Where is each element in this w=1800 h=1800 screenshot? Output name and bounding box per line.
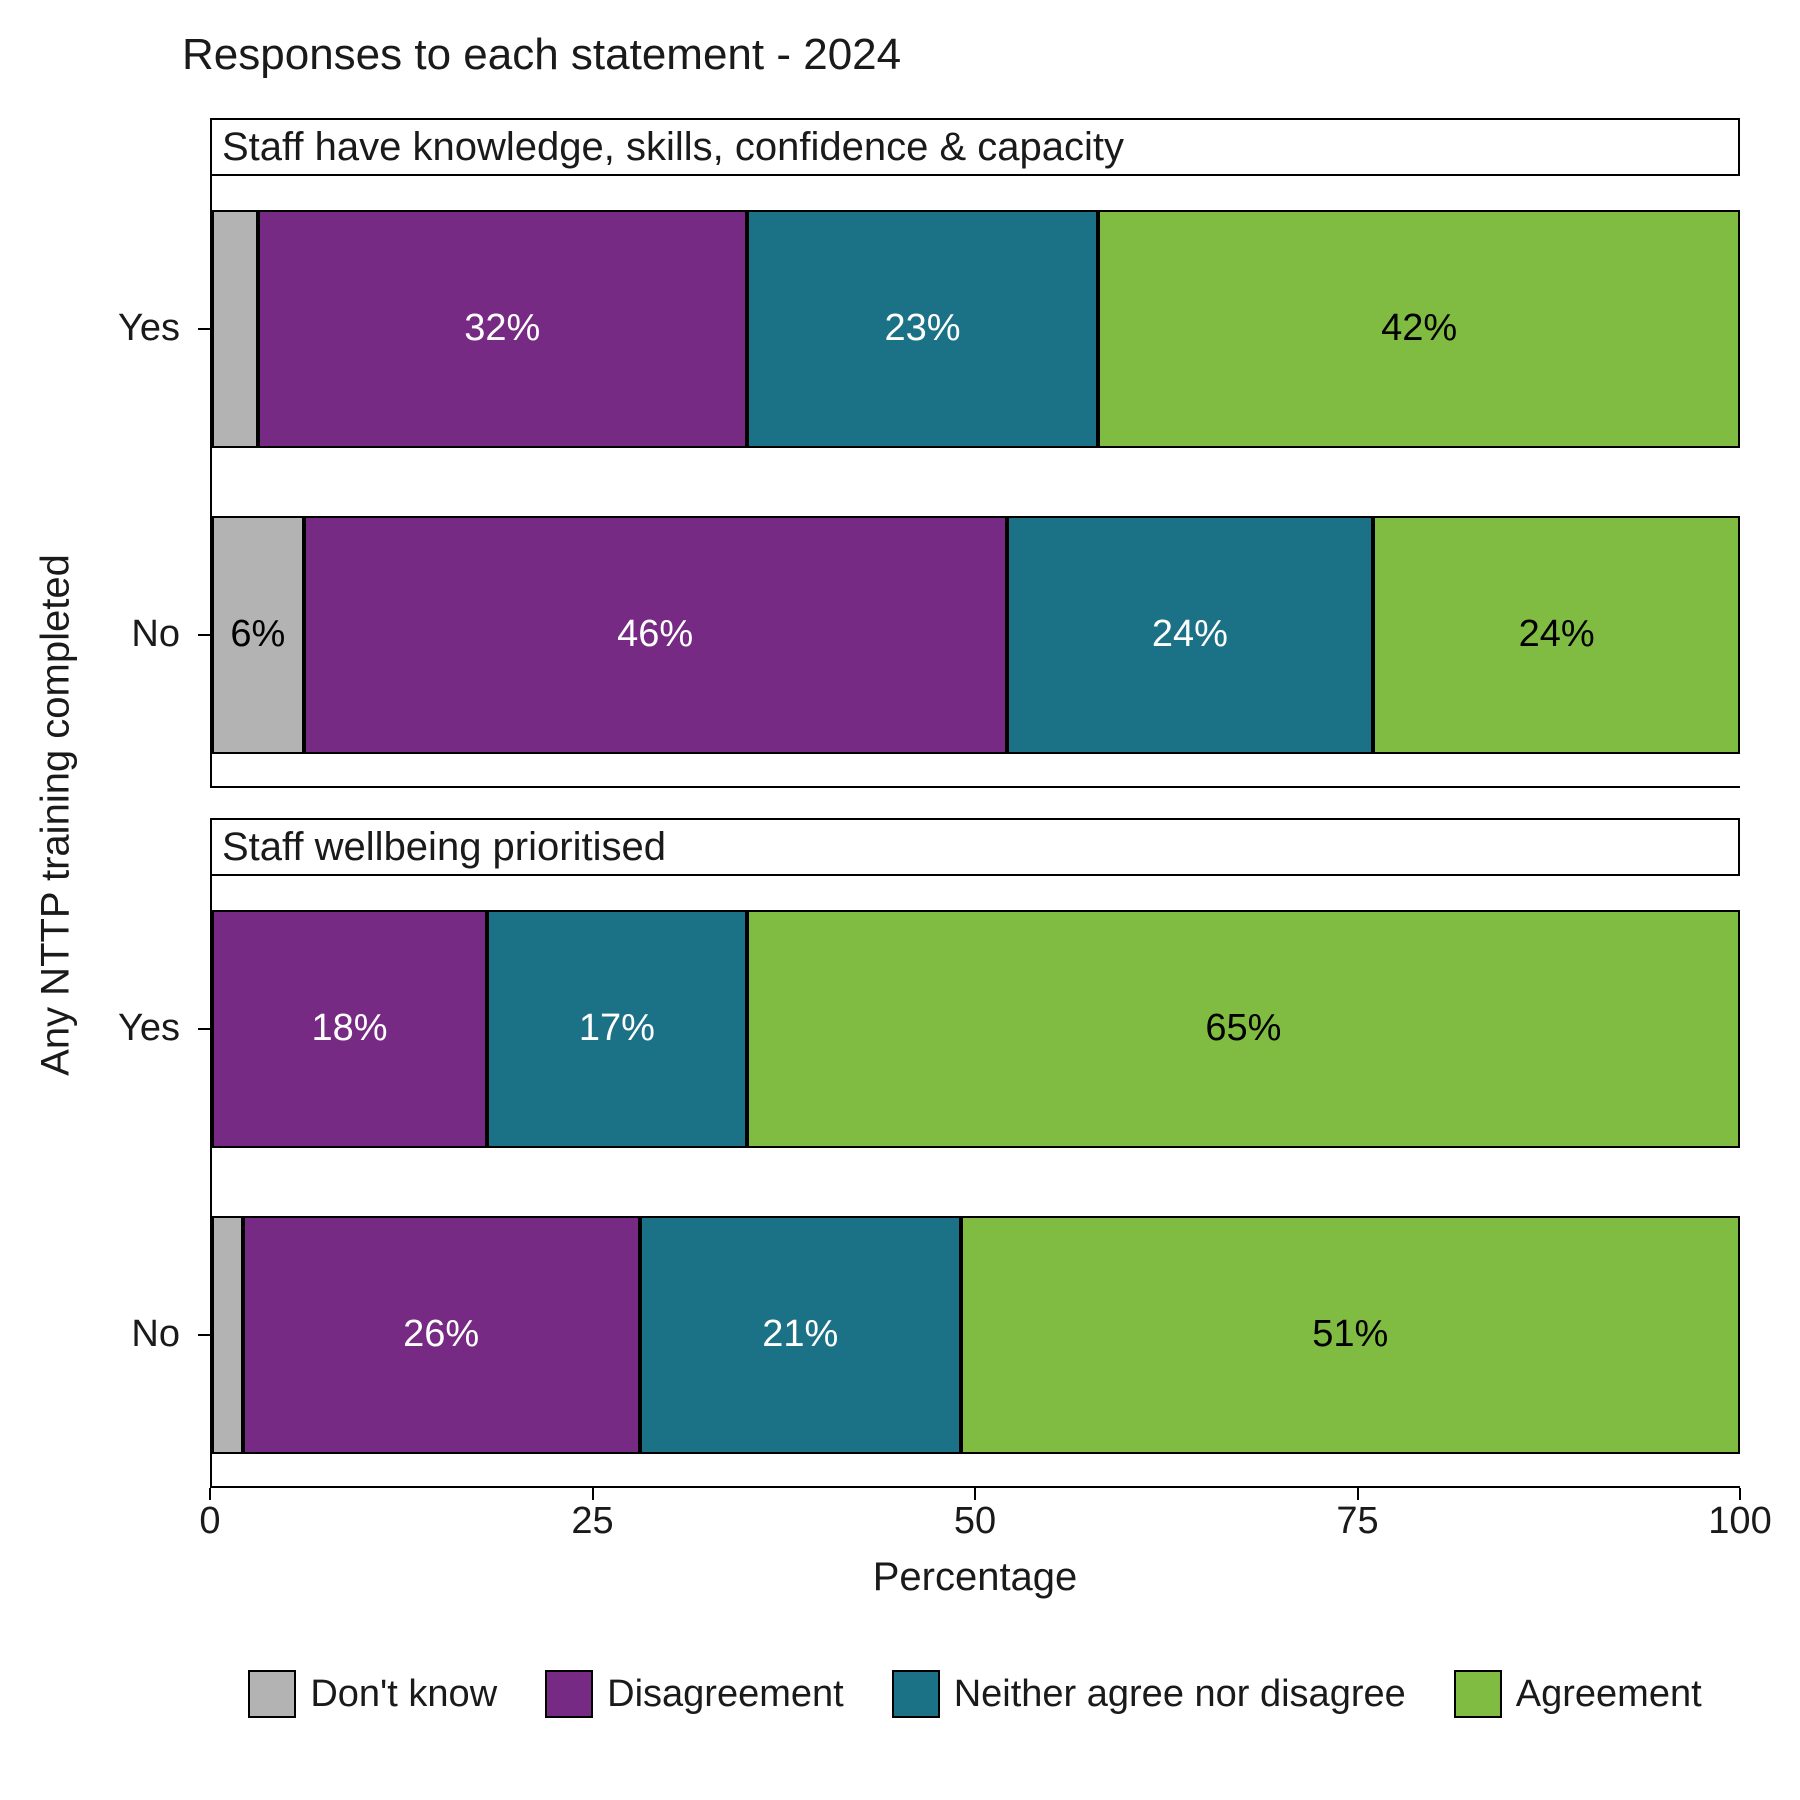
legend-label: Neither agree nor disagree [954, 1673, 1406, 1716]
y-tick-label: No [0, 1313, 180, 1356]
bar-segment-agreement: 65% [747, 910, 1740, 1149]
x-tick-mark [1739, 1488, 1741, 1500]
y-tick-label: Yes [0, 307, 180, 350]
y-tick-label: Yes [0, 1007, 180, 1050]
bar-segment-label: 24% [1519, 613, 1595, 656]
bar-segment-label: 6% [230, 613, 285, 656]
y-tick-label: No [0, 613, 180, 656]
facet-strip: Staff wellbeing prioritised [210, 818, 1740, 876]
legend-swatch [248, 1670, 296, 1718]
legend-item-dont_know: Don't know [248, 1670, 497, 1718]
bar-row: 26% 21% 51% [212, 1216, 1740, 1455]
x-tick-label: 75 [1318, 1500, 1398, 1543]
bar-segment-label: 17% [579, 1007, 655, 1050]
legend-swatch [892, 1670, 940, 1718]
facet-label: Staff have knowledge, skills, confidence… [222, 125, 1124, 170]
facet-label: Staff wellbeing prioritised [222, 825, 666, 870]
x-tick-mark [1357, 1488, 1359, 1500]
chart-title: Responses to each statement - 2024 [182, 30, 901, 80]
bar-segment-label: 51% [1312, 1313, 1388, 1356]
x-tick-mark [209, 1488, 211, 1500]
y-tick-mark [198, 1334, 210, 1336]
bar-segment-neither: 23% [747, 210, 1098, 449]
bar-segment-label: 21% [762, 1313, 838, 1356]
bar-segment-disagreement: 18% [212, 910, 487, 1149]
bar-segment-disagreement: 26% [243, 1216, 640, 1455]
bar-row: 6% 46% 24% 24% [212, 516, 1740, 755]
legend-label: Agreement [1516, 1673, 1702, 1716]
bar-segment-label: 65% [1205, 1007, 1281, 1050]
legend-item-agreement: Agreement [1454, 1670, 1702, 1718]
plot-panel: 18% 17% 65% 26% 21% 51% [210, 876, 1740, 1488]
bar-row: 32% 23% 42% [212, 210, 1740, 449]
y-tick-mark [198, 1028, 210, 1030]
x-tick-mark [974, 1488, 976, 1500]
legend-label: Don't know [310, 1673, 497, 1716]
bar-segment-label: 32% [464, 307, 540, 350]
bar-row: 18% 17% 65% [212, 910, 1740, 1149]
legend-swatch [545, 1670, 593, 1718]
legend-item-neither: Neither agree nor disagree [892, 1670, 1406, 1718]
bar-segment-label: 42% [1381, 307, 1457, 350]
bar-segment-label: 18% [311, 1007, 387, 1050]
bar-segment-label: 24% [1152, 613, 1228, 656]
x-axis-title: Percentage [210, 1555, 1740, 1600]
bar-segment-agreement: 51% [961, 1216, 1740, 1455]
bar-segment-dont_know [212, 1216, 243, 1455]
bar-segment-neither: 17% [487, 910, 747, 1149]
y-tick-mark [198, 634, 210, 636]
bar-segment-agreement: 42% [1098, 210, 1740, 449]
legend-swatch [1454, 1670, 1502, 1718]
bar-segment-neither: 24% [1007, 516, 1374, 755]
legend: Don't know Disagreement Neither agree nor … [210, 1670, 1740, 1718]
bar-segment-dont_know: 6% [212, 516, 304, 755]
x-tick-label: 0 [170, 1500, 250, 1543]
bar-segment-label: 26% [403, 1313, 479, 1356]
bar-segment-label: 23% [884, 307, 960, 350]
bar-segment-label: 46% [617, 613, 693, 656]
plot-panel: 32% 23% 42% 6% 46% 24% 24% [210, 176, 1740, 788]
x-tick-mark [592, 1488, 594, 1500]
legend-item-disagreement: Disagreement [545, 1670, 844, 1718]
bar-segment-agreement: 24% [1373, 516, 1740, 755]
y-tick-mark [198, 328, 210, 330]
facet-strip: Staff have knowledge, skills, confidence… [210, 118, 1740, 176]
chart-page: Responses to each statement - 2024 Any N… [0, 0, 1800, 1800]
x-tick-label: 25 [553, 1500, 633, 1543]
bar-segment-dont_know [212, 210, 258, 449]
bar-segment-disagreement: 32% [258, 210, 747, 449]
x-tick-label: 50 [935, 1500, 1015, 1543]
legend-label: Disagreement [607, 1673, 844, 1716]
bar-segment-disagreement: 46% [304, 516, 1007, 755]
bar-segment-neither: 21% [640, 1216, 961, 1455]
x-tick-label: 100 [1700, 1500, 1780, 1543]
